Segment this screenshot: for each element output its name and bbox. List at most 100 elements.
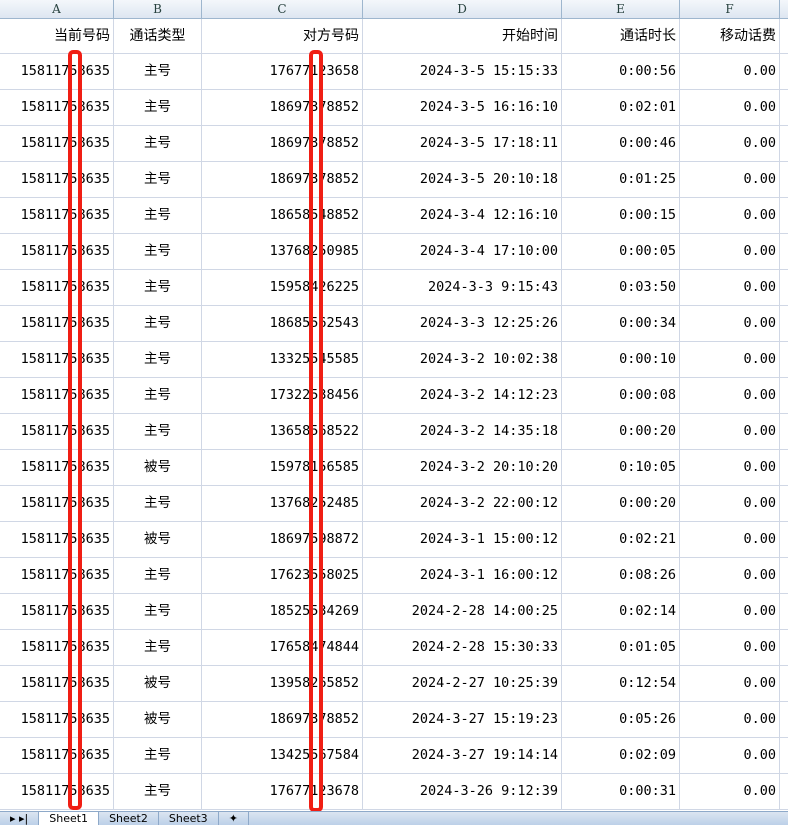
empty-cell[interactable] [780, 774, 788, 809]
column-header-g[interactable] [780, 0, 788, 18]
column-header-a[interactable]: A [0, 0, 114, 18]
table-cell[interactable]: 0:02:09 [562, 738, 680, 773]
empty-cell[interactable] [780, 306, 788, 341]
empty-cell[interactable] [780, 162, 788, 197]
table-cell[interactable]: 0:00:34 [562, 306, 680, 341]
sheet-tab-3[interactable]: Sheet3 [159, 812, 219, 825]
table-cell[interactable]: 0.00 [680, 198, 780, 233]
table-cell[interactable]: 2024-3-4 12:16:10 [363, 198, 562, 233]
empty-cell[interactable] [780, 90, 788, 125]
empty-cell[interactable] [780, 630, 788, 665]
table-cell[interactable]: 0:10:05 [562, 450, 680, 485]
table-cell[interactable]: 主号 [114, 738, 202, 773]
header-cell[interactable]: 开始时间 [363, 19, 562, 53]
column-header-c[interactable]: C [202, 0, 363, 18]
table-cell[interactable]: 0:00:15 [562, 198, 680, 233]
table-cell[interactable]: 0:00:08 [562, 378, 680, 413]
empty-cell[interactable] [780, 414, 788, 449]
table-cell[interactable]: 0.00 [680, 594, 780, 629]
table-cell[interactable]: 0.00 [680, 774, 780, 809]
table-cell[interactable]: 2024-3-2 10:02:38 [363, 342, 562, 377]
empty-cell[interactable] [780, 378, 788, 413]
table-cell[interactable]: 0.00 [680, 450, 780, 485]
table-cell[interactable]: 15811758635 [0, 414, 114, 449]
table-cell[interactable]: 被号 [114, 450, 202, 485]
table-cell[interactable]: 15958426225 [202, 270, 363, 305]
column-header-e[interactable]: E [562, 0, 680, 18]
table-cell[interactable]: 0.00 [680, 522, 780, 557]
table-cell[interactable]: 0:08:26 [562, 558, 680, 593]
table-cell[interactable]: 13658568522 [202, 414, 363, 449]
table-cell[interactable]: 18697378852 [202, 126, 363, 161]
table-cell[interactable]: 主号 [114, 378, 202, 413]
table-cell[interactable]: 17322538456 [202, 378, 363, 413]
table-cell[interactable]: 2024-2-28 14:00:25 [363, 594, 562, 629]
column-header-b[interactable]: B [114, 0, 202, 18]
table-cell[interactable]: 15811758635 [0, 54, 114, 89]
empty-cell[interactable] [780, 19, 788, 53]
table-cell[interactable]: 0.00 [680, 414, 780, 449]
table-cell[interactable]: 2024-3-2 14:35:18 [363, 414, 562, 449]
table-cell[interactable]: 15811758635 [0, 774, 114, 809]
table-cell[interactable]: 0:00:46 [562, 126, 680, 161]
table-cell[interactable]: 15811758635 [0, 702, 114, 737]
table-cell[interactable]: 15811758635 [0, 162, 114, 197]
table-cell[interactable]: 15811758635 [0, 306, 114, 341]
table-cell[interactable]: 0:00:05 [562, 234, 680, 269]
table-cell[interactable]: 0:00:20 [562, 414, 680, 449]
table-cell[interactable]: 0:02:14 [562, 594, 680, 629]
table-cell[interactable]: 0.00 [680, 630, 780, 665]
table-cell[interactable]: 0:02:01 [562, 90, 680, 125]
empty-cell[interactable] [780, 270, 788, 305]
table-cell[interactable]: 15811758635 [0, 630, 114, 665]
table-cell[interactable]: 18697378852 [202, 702, 363, 737]
empty-cell[interactable] [780, 702, 788, 737]
table-cell[interactable]: 被号 [114, 666, 202, 701]
insert-sheet-icon[interactable]: ✦ [219, 812, 249, 825]
header-cell[interactable]: 对方号码 [202, 19, 363, 53]
empty-cell[interactable] [780, 450, 788, 485]
table-cell[interactable]: 18658548852 [202, 198, 363, 233]
table-cell[interactable]: 0.00 [680, 162, 780, 197]
table-cell[interactable]: 主号 [114, 234, 202, 269]
table-cell[interactable]: 13425567584 [202, 738, 363, 773]
table-cell[interactable]: 17677123658 [202, 54, 363, 89]
header-cell[interactable]: 通话时长 [562, 19, 680, 53]
empty-cell[interactable] [780, 198, 788, 233]
empty-cell[interactable] [780, 126, 788, 161]
table-cell[interactable]: 0:05:26 [562, 702, 680, 737]
empty-cell[interactable] [780, 234, 788, 269]
header-cell[interactable]: 通话类型 [114, 19, 202, 53]
table-cell[interactable]: 0.00 [680, 54, 780, 89]
table-cell[interactable]: 15811758635 [0, 594, 114, 629]
table-cell[interactable]: 0:00:20 [562, 486, 680, 521]
table-cell[interactable]: 15811758635 [0, 666, 114, 701]
table-cell[interactable]: 主号 [114, 162, 202, 197]
table-cell[interactable]: 2024-2-27 10:25:39 [363, 666, 562, 701]
table-cell[interactable]: 15811758635 [0, 378, 114, 413]
table-cell[interactable]: 18525534269 [202, 594, 363, 629]
table-cell[interactable]: 2024-3-4 17:10:00 [363, 234, 562, 269]
table-cell[interactable]: 13768250985 [202, 234, 363, 269]
table-cell[interactable]: 2024-3-2 20:10:20 [363, 450, 562, 485]
table-cell[interactable]: 主号 [114, 90, 202, 125]
table-cell[interactable]: 2024-2-28 15:30:33 [363, 630, 562, 665]
header-cell[interactable]: 移动话费 [680, 19, 780, 53]
table-cell[interactable]: 18685562543 [202, 306, 363, 341]
table-cell[interactable]: 0.00 [680, 738, 780, 773]
table-cell[interactable]: 15811758635 [0, 270, 114, 305]
table-cell[interactable]: 0.00 [680, 702, 780, 737]
sheet-tab-2[interactable]: Sheet2 [99, 812, 159, 825]
table-cell[interactable]: 0.00 [680, 90, 780, 125]
table-cell[interactable]: 主号 [114, 774, 202, 809]
table-cell[interactable]: 17623558025 [202, 558, 363, 593]
table-cell[interactable]: 主号 [114, 306, 202, 341]
table-cell[interactable]: 15978156585 [202, 450, 363, 485]
table-cell[interactable]: 0.00 [680, 486, 780, 521]
table-cell[interactable]: 被号 [114, 522, 202, 557]
table-cell[interactable]: 2024-3-27 19:14:14 [363, 738, 562, 773]
empty-cell[interactable] [780, 486, 788, 521]
table-cell[interactable]: 2024-3-2 14:12:23 [363, 378, 562, 413]
table-cell[interactable]: 0:12:54 [562, 666, 680, 701]
table-cell[interactable]: 2024-3-5 16:16:10 [363, 90, 562, 125]
